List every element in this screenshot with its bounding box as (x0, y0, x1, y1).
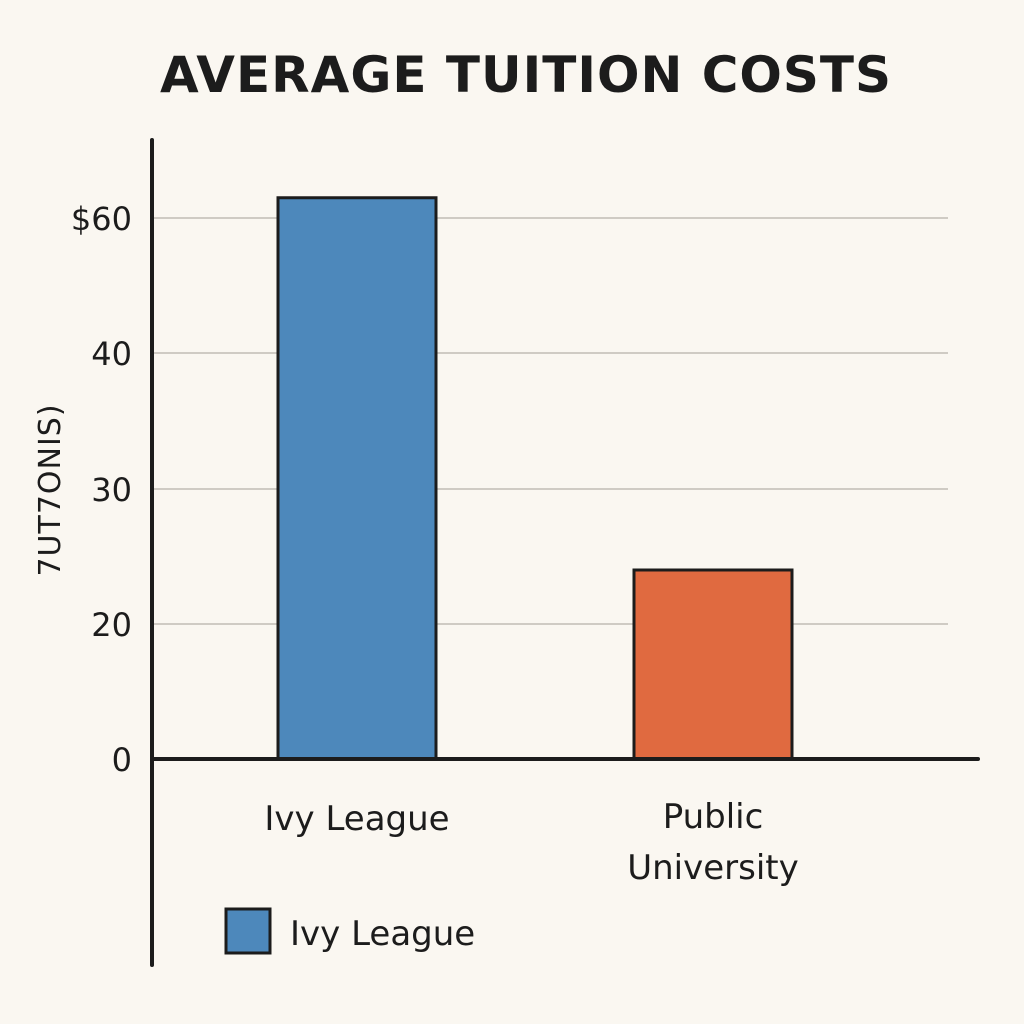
x-category-label: Public (663, 797, 764, 837)
y-axis-label: 7UT7ONIS) (33, 403, 68, 576)
axes (150, 138, 980, 967)
y-tick-label: 40 (91, 335, 132, 373)
y-tick-label: 30 (91, 471, 132, 509)
chart-title: AVERAGE TUITION COSTS (160, 46, 892, 104)
x-category-labels: Ivy League Public University (264, 797, 798, 888)
y-tick-label: 20 (91, 606, 132, 644)
bars (276, 196, 794, 761)
legend: Ivy League (224, 907, 475, 955)
y-tick-labels: 0 20 30 40 $60 (71, 200, 132, 779)
x-category-label: Ivy League (264, 799, 449, 839)
grid-lines (152, 217, 948, 625)
legend-swatch (224, 907, 272, 955)
bar-public-university (632, 568, 794, 761)
legend-label: Ivy League (290, 914, 475, 954)
x-category-label: University (627, 848, 799, 888)
y-tick-label: 0 (112, 741, 132, 779)
y-tick-label: $60 (71, 200, 132, 238)
bar-ivy-league (276, 196, 438, 761)
